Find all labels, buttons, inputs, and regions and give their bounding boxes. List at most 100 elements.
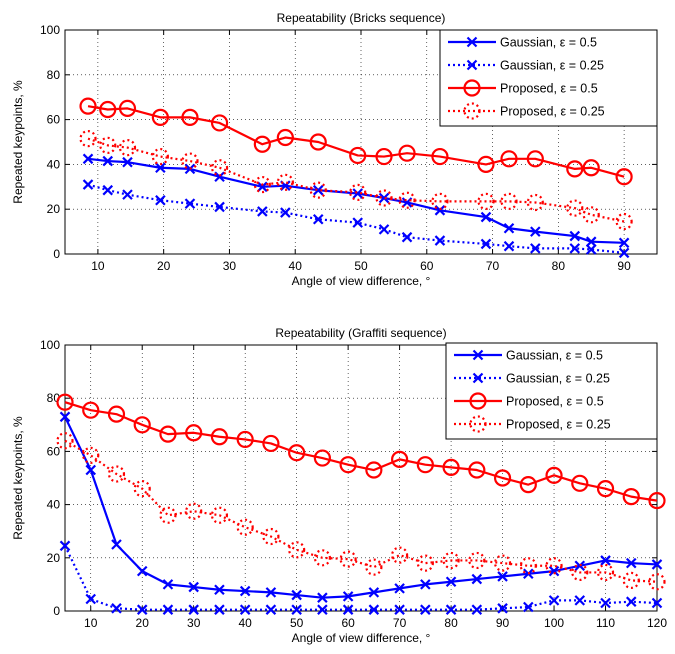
data-point [210,506,229,524]
data-point [265,587,277,598]
legend: Gaussian, ε = 0.5 Gaussian, ε = 0.25 Propo… [439,29,658,127]
series-3 [79,97,633,186]
data-point [394,604,405,615]
x-tick-label: 60 [420,259,434,273]
x-tick-label: 40 [238,616,252,630]
legend-entry: Gaussian, ε = 0.5 [454,349,603,363]
data-point [500,192,518,210]
y-tick-label: 20 [47,202,61,216]
data-point [236,430,254,449]
data-point [214,604,225,615]
data-point [445,576,457,588]
x-tick-label: 80 [444,616,458,630]
data-point [102,155,114,167]
data-point [262,434,280,453]
y-axis-label: Repeated keypoints, % [11,80,25,204]
data-point [365,558,383,576]
x-tick-label: 30 [187,616,201,630]
data-point [82,401,100,419]
y-tick-label: 40 [47,498,61,512]
x-tick-label: 100 [544,616,564,630]
x-tick-label: 80 [552,259,566,273]
data-point [214,201,225,213]
legend-entry: Proposed, ε = 0.5 [448,79,598,97]
data-point [480,211,492,223]
data-point [56,432,74,450]
y-tick-label: 40 [47,157,61,171]
data-point [339,550,357,568]
data-point [596,480,615,498]
data-point [378,192,390,204]
data-point [615,168,633,186]
data-point [59,411,71,423]
data-point [82,179,94,190]
data-point [210,114,229,132]
data-point [111,603,122,614]
data-point [625,557,637,569]
x-tick-label: 50 [354,259,368,273]
legend-label: Gaussian, ε = 0.25 [500,59,604,73]
legend-entry: Proposed, ε = 0.5 [454,392,604,410]
series-line [64,545,658,611]
series-2 [59,540,663,615]
data-point [257,181,268,193]
chart-1: 10 20 30 40 50 60 70 80 90 0 20 40 60 80 100 Repeatabil… [11,11,658,288]
data-point [313,549,331,567]
series-2 [82,179,630,259]
legend-label: Proposed, ε = 0.25 [506,418,611,432]
data-point [463,79,481,97]
data-point [349,183,367,201]
data-point [185,424,203,442]
data-point [519,476,537,494]
series-3 [56,393,666,510]
series-line [64,439,658,583]
legend-label: Gaussian, ε = 0.5 [500,36,597,50]
data-point [648,573,666,591]
x-tick-label: 90 [496,616,510,630]
y-tick-label: 80 [47,68,61,82]
data-point [349,146,367,165]
data-point [523,601,534,613]
x-tick-label: 110 [596,616,615,630]
data-point [569,230,581,242]
data-point [500,150,518,168]
data-point [276,173,294,191]
data-point [468,551,486,570]
data-point [107,405,126,423]
data-point [420,579,431,590]
data-point [368,587,380,598]
data-point [375,147,393,166]
data-point [309,181,327,199]
data-point [472,372,484,384]
data-point [133,416,151,434]
data-point [548,565,560,577]
data-point [442,551,460,570]
data-point [159,506,177,524]
data-point [420,604,431,615]
data-point [99,100,117,119]
data-point [469,392,487,410]
data-point [122,156,133,168]
data-point [85,593,97,605]
data-point [210,428,229,446]
data-point [394,583,405,594]
data-point [56,393,74,411]
data-point [188,581,199,593]
series-4 [79,130,633,231]
data-point [253,135,271,153]
data-point [434,235,446,246]
data-point [416,456,434,474]
data-point [468,461,486,479]
data-point [493,469,512,487]
data-point [618,247,630,259]
data-point [569,243,581,254]
data-point [185,502,203,520]
data-point [280,207,291,218]
data-point [503,222,515,234]
data-point [159,425,177,443]
data-point [471,604,483,615]
x-tick-label: 50 [290,616,304,630]
series-1 [59,411,663,603]
y-tick-label: 20 [47,551,61,565]
data-point [352,188,363,199]
